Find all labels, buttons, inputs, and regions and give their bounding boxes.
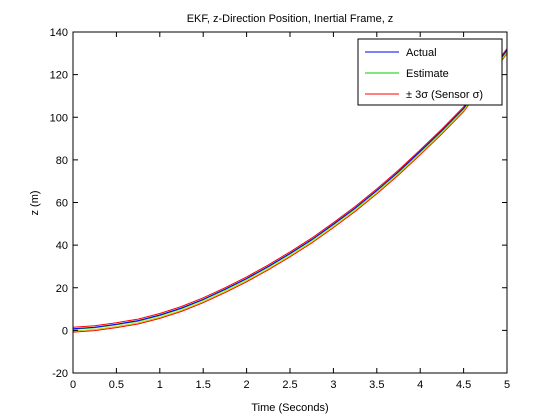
x-axis-label: Time (Seconds) bbox=[251, 402, 328, 414]
legend-label-estimate: Estimate bbox=[406, 68, 449, 80]
axes-layer: 0 0.5 1 1.5 2 2.5 3 3.5 4 4.5 5-200204060801001201… bbox=[50, 27, 510, 391]
x-tick-label: 0 bbox=[70, 379, 76, 391]
series-layer bbox=[73, 48, 507, 333]
x-tick-label: 2 bbox=[244, 379, 250, 391]
series-extra-line bbox=[73, 52, 507, 332]
x-tick-label: 3.5 bbox=[369, 379, 384, 391]
series-sigma-lower-line bbox=[73, 53, 507, 333]
y-tick-label: 100 bbox=[50, 112, 68, 124]
legend-label-sigma: ± 3σ (Sensor σ) bbox=[406, 89, 483, 101]
x-tick-label: 1 bbox=[157, 379, 163, 391]
y-tick-label: 40 bbox=[56, 240, 68, 252]
y-tick-label: 0 bbox=[62, 325, 68, 337]
y-tick-label: 120 bbox=[50, 70, 68, 82]
series-actual-line bbox=[73, 49, 507, 330]
x-tick-label: 2.5 bbox=[282, 379, 297, 391]
x-tick-label: 4.5 bbox=[456, 379, 471, 391]
x-tick-label: 0.5 bbox=[109, 379, 124, 391]
x-tick-label: 1.5 bbox=[196, 379, 211, 391]
x-tick-label: 4 bbox=[417, 379, 423, 391]
y-tick-label: 80 bbox=[56, 155, 68, 167]
y-tick-label: 140 bbox=[50, 27, 68, 39]
legend-label-actual: Actual bbox=[406, 47, 437, 59]
y-tick-label: 20 bbox=[56, 283, 68, 295]
legend: Actual Estimate ± 3σ (Sensor σ) bbox=[357, 38, 503, 106]
y-tick-label: -20 bbox=[52, 368, 68, 380]
series-sigma-upper-line bbox=[73, 48, 507, 328]
y-tick-label: 60 bbox=[56, 198, 68, 210]
chart-title: EKF, z-Direction Position, Inertial Fram… bbox=[187, 13, 394, 25]
x-tick-label: 3 bbox=[330, 379, 336, 391]
x-tick-label: 5 bbox=[504, 379, 510, 391]
y-axis-label: z (m) bbox=[29, 190, 41, 215]
